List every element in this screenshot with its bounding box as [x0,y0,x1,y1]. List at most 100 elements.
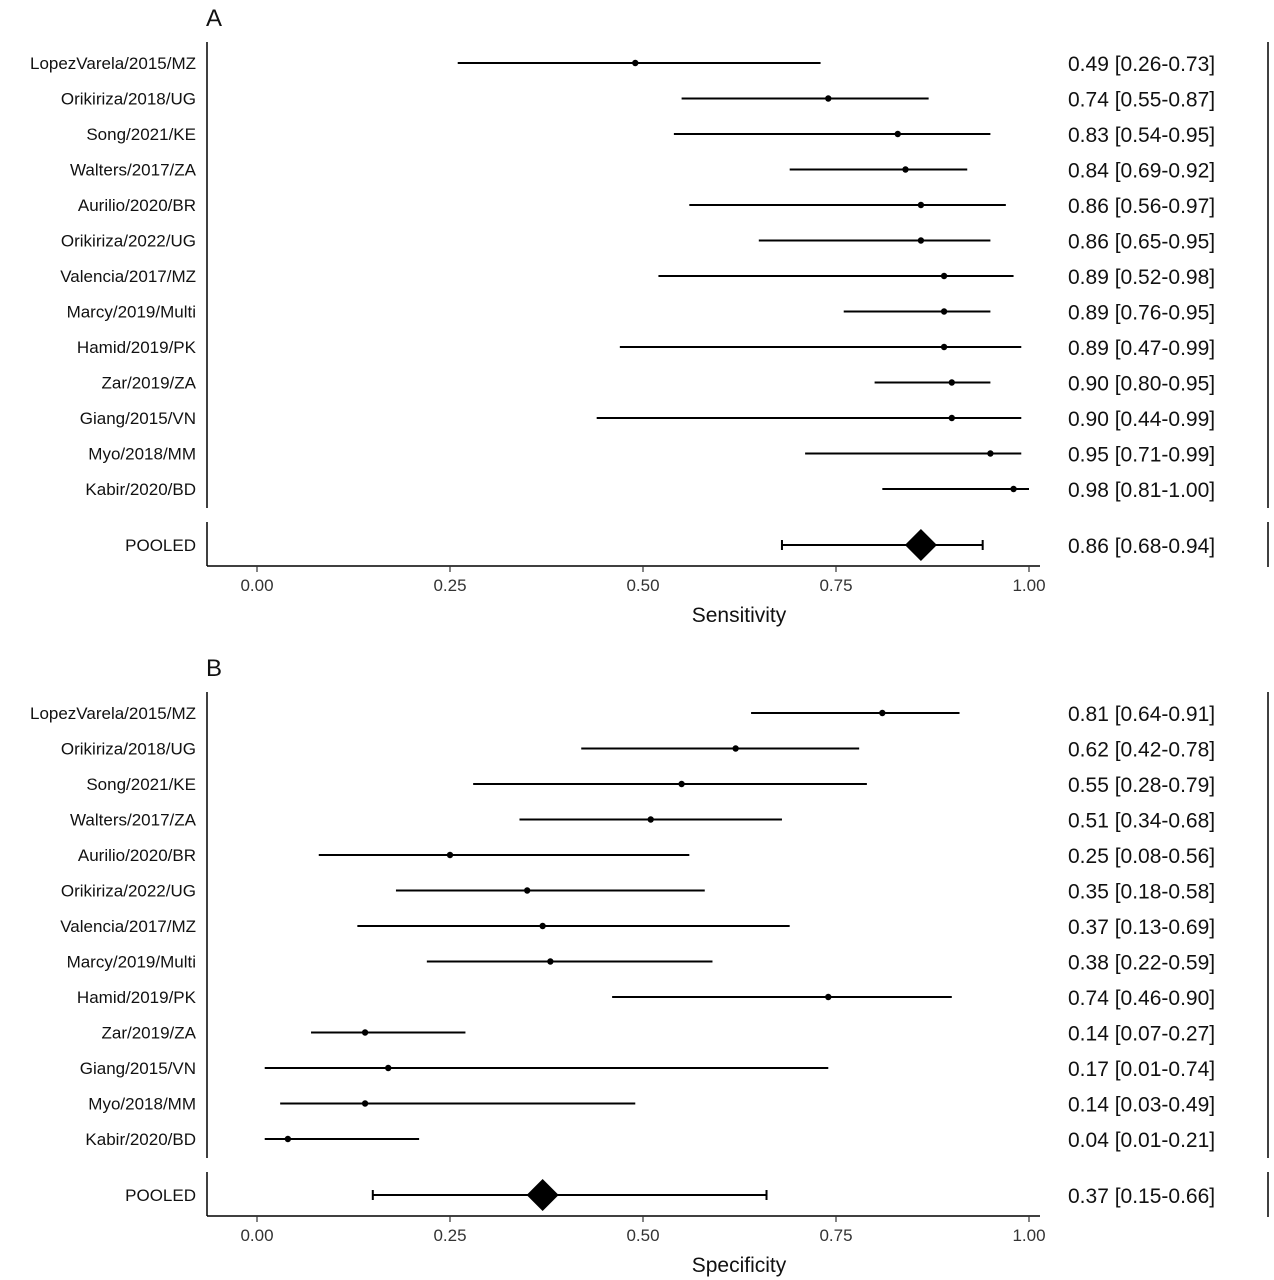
estimate-ci-text: 0.38 [0.22-0.59] [1068,952,1215,975]
study-label: Song/2021/KE [86,775,196,794]
x-axis-title: Specificity [692,1254,787,1277]
estimate-ci-text: 0.83 [0.54-0.95] [1068,124,1215,147]
study-row: Kabir/2020/BD 0.04 [0.01-0.21] [85,1129,1215,1152]
estimate-ci-text: 0.14 [0.03-0.49] [1068,1094,1215,1117]
study-row: Myo/2018/MM 0.14 [0.03-0.49] [88,1094,1215,1117]
study-row: Hamid/2019/PK 0.89 [0.47-0.99] [77,337,1215,360]
study-row: Myo/2018/MM 0.95 [0.71-0.99] [88,444,1215,467]
estimate-ci-text: 0.90 [0.44-0.99] [1068,408,1215,431]
estimate-ci-text: 0.17 [0.01-0.74] [1068,1058,1215,1081]
point-estimate [1010,485,1017,493]
estimate-ci-text: 0.90 [0.80-0.95] [1068,373,1215,396]
pooled-row: POOLED 0.86 [0.68-0.94] [125,529,1215,561]
point-estimate [879,709,886,717]
study-row: Zar/2019/ZA 0.14 [0.07-0.27] [102,1023,1216,1046]
study-row: Orikiriza/2022/UG 0.86 [0.65-0.95] [61,231,1215,254]
estimate-ci-text: 0.89 [0.47-0.99] [1068,337,1215,360]
study-row: Valencia/2017/MZ 0.89 [0.52-0.98] [60,266,1215,289]
x-tick-label: 1.00 [1012,576,1045,595]
point-estimate [940,308,948,315]
study-label: Walters/2017/ZA [70,161,197,180]
estimate-ci-text: 0.84 [0.69-0.92] [1068,160,1215,183]
x-tick-label: 0.00 [240,576,273,595]
study-label: Giang/2015/VN [80,409,196,428]
point-estimate [940,343,948,351]
point-estimate [917,237,925,244]
point-estimate [894,130,901,138]
study-label: Myo/2018/MM [88,1095,196,1114]
study-row: Kabir/2020/BD 0.98 [0.81-1.00] [85,479,1215,502]
study-row: Marcy/2019/Multi 0.89 [0.76-0.95] [67,302,1216,325]
study-label: Orikiriza/2018/UG [61,740,196,759]
study-row: Walters/2017/ZA 0.84 [0.69-0.92] [70,160,1215,183]
point-estimate [948,414,955,422]
study-label: Kabir/2020/BD [85,1130,196,1149]
study-row: Zar/2019/ZA 0.90 [0.80-0.95] [102,373,1216,396]
study-row: Valencia/2017/MZ 0.37 [0.13-0.69] [60,916,1215,939]
x-tick-label: 0.50 [626,576,659,595]
study-label: Walters/2017/ZA [70,811,197,830]
point-estimate [539,922,546,930]
study-row: Orikiriza/2022/UG 0.35 [0.18-0.58] [61,881,1215,904]
study-label: Orikiriza/2018/UG [61,90,196,109]
x-tick-label: 0.50 [626,1226,659,1245]
panel-a-sensitivity: A 0.00 0.25 0.50 0.75 1.00 Sensitivity LopezVar… [30,5,1269,627]
study-label: Kabir/2020/BD [85,480,196,499]
point-estimate [987,450,994,457]
study-label: Aurilio/2020/BR [78,846,196,865]
pooled-estimate-ci-text: 0.86 [0.68-0.94] [1068,535,1215,558]
estimate-ci-text: 0.86 [0.56-0.97] [1068,195,1215,218]
study-row: Hamid/2019/PK 0.74 [0.46-0.90] [77,987,1215,1010]
study-label: LopezVarela/2015/MZ [30,704,196,723]
estimate-ci-text: 0.55 [0.28-0.79] [1068,774,1215,797]
estimate-ci-text: 0.89 [0.76-0.95] [1068,302,1215,325]
estimate-ci-text: 0.95 [0.71-0.99] [1068,444,1215,467]
study-label: LopezVarela/2015/MZ [30,54,196,73]
study-label: Zar/2019/ZA [102,1024,197,1043]
estimate-ci-text: 0.49 [0.26-0.73] [1068,53,1215,76]
estimate-ci-text: 0.04 [0.01-0.21] [1068,1129,1215,1152]
point-estimate [446,851,454,859]
point-estimate [385,1064,392,1072]
point-estimate [940,272,948,280]
point-estimate [825,95,832,102]
panel-b-specificity: B 0.00 0.25 0.50 0.75 1.00 Specificity LopezVar… [30,655,1269,1277]
estimate-ci-text: 0.37 [0.13-0.69] [1068,916,1215,939]
estimate-ci-text: 0.14 [0.07-0.27] [1068,1023,1215,1046]
study-label: Song/2021/KE [86,125,196,144]
x-tick-label: 0.25 [433,576,466,595]
study-label: Hamid/2019/PK [77,338,197,357]
point-estimate [825,993,832,1001]
study-label: Marcy/2019/Multi [67,953,196,972]
estimate-ci-text: 0.89 [0.52-0.98] [1068,266,1215,289]
x-axis-title: Sensitivity [692,604,787,627]
point-estimate [917,201,925,209]
estimate-ci-text: 0.74 [0.55-0.87] [1068,89,1215,112]
point-estimate [647,816,654,823]
study-row: Song/2021/KE 0.55 [0.28-0.79] [86,774,1215,797]
x-tick-label: 0.00 [240,1226,273,1245]
pooled-label: POOLED [125,1186,196,1205]
estimate-ci-text: 0.98 [0.81-1.00] [1068,479,1215,502]
pooled-diamond [526,1179,559,1211]
panel-letter: A [206,5,222,32]
estimate-ci-text: 0.51 [0.34-0.68] [1068,810,1215,833]
pooled-label: POOLED [125,536,196,555]
study-label: Orikiriza/2022/UG [61,232,196,251]
estimate-ci-text: 0.74 [0.46-0.90] [1068,987,1215,1010]
study-label: Valencia/2017/MZ [60,917,196,936]
panel-letter: B [206,655,222,682]
pooled-row: POOLED 0.37 [0.15-0.66] [125,1179,1215,1211]
estimate-ci-text: 0.81 [0.64-0.91] [1068,703,1215,726]
study-row: Aurilio/2020/BR 0.86 [0.56-0.97] [78,195,1215,218]
study-row: LopezVarela/2015/MZ 0.81 [0.64-0.91] [30,703,1215,726]
study-label: Giang/2015/VN [80,1059,196,1078]
x-tick-label: 0.75 [819,1226,852,1245]
x-tick-label: 0.75 [819,576,852,595]
study-row: Marcy/2019/Multi 0.38 [0.22-0.59] [67,952,1216,975]
study-label: Valencia/2017/MZ [60,267,196,286]
point-estimate [524,887,531,894]
x-tick-label: 1.00 [1012,1226,1045,1245]
study-label: Orikiriza/2022/UG [61,882,196,901]
